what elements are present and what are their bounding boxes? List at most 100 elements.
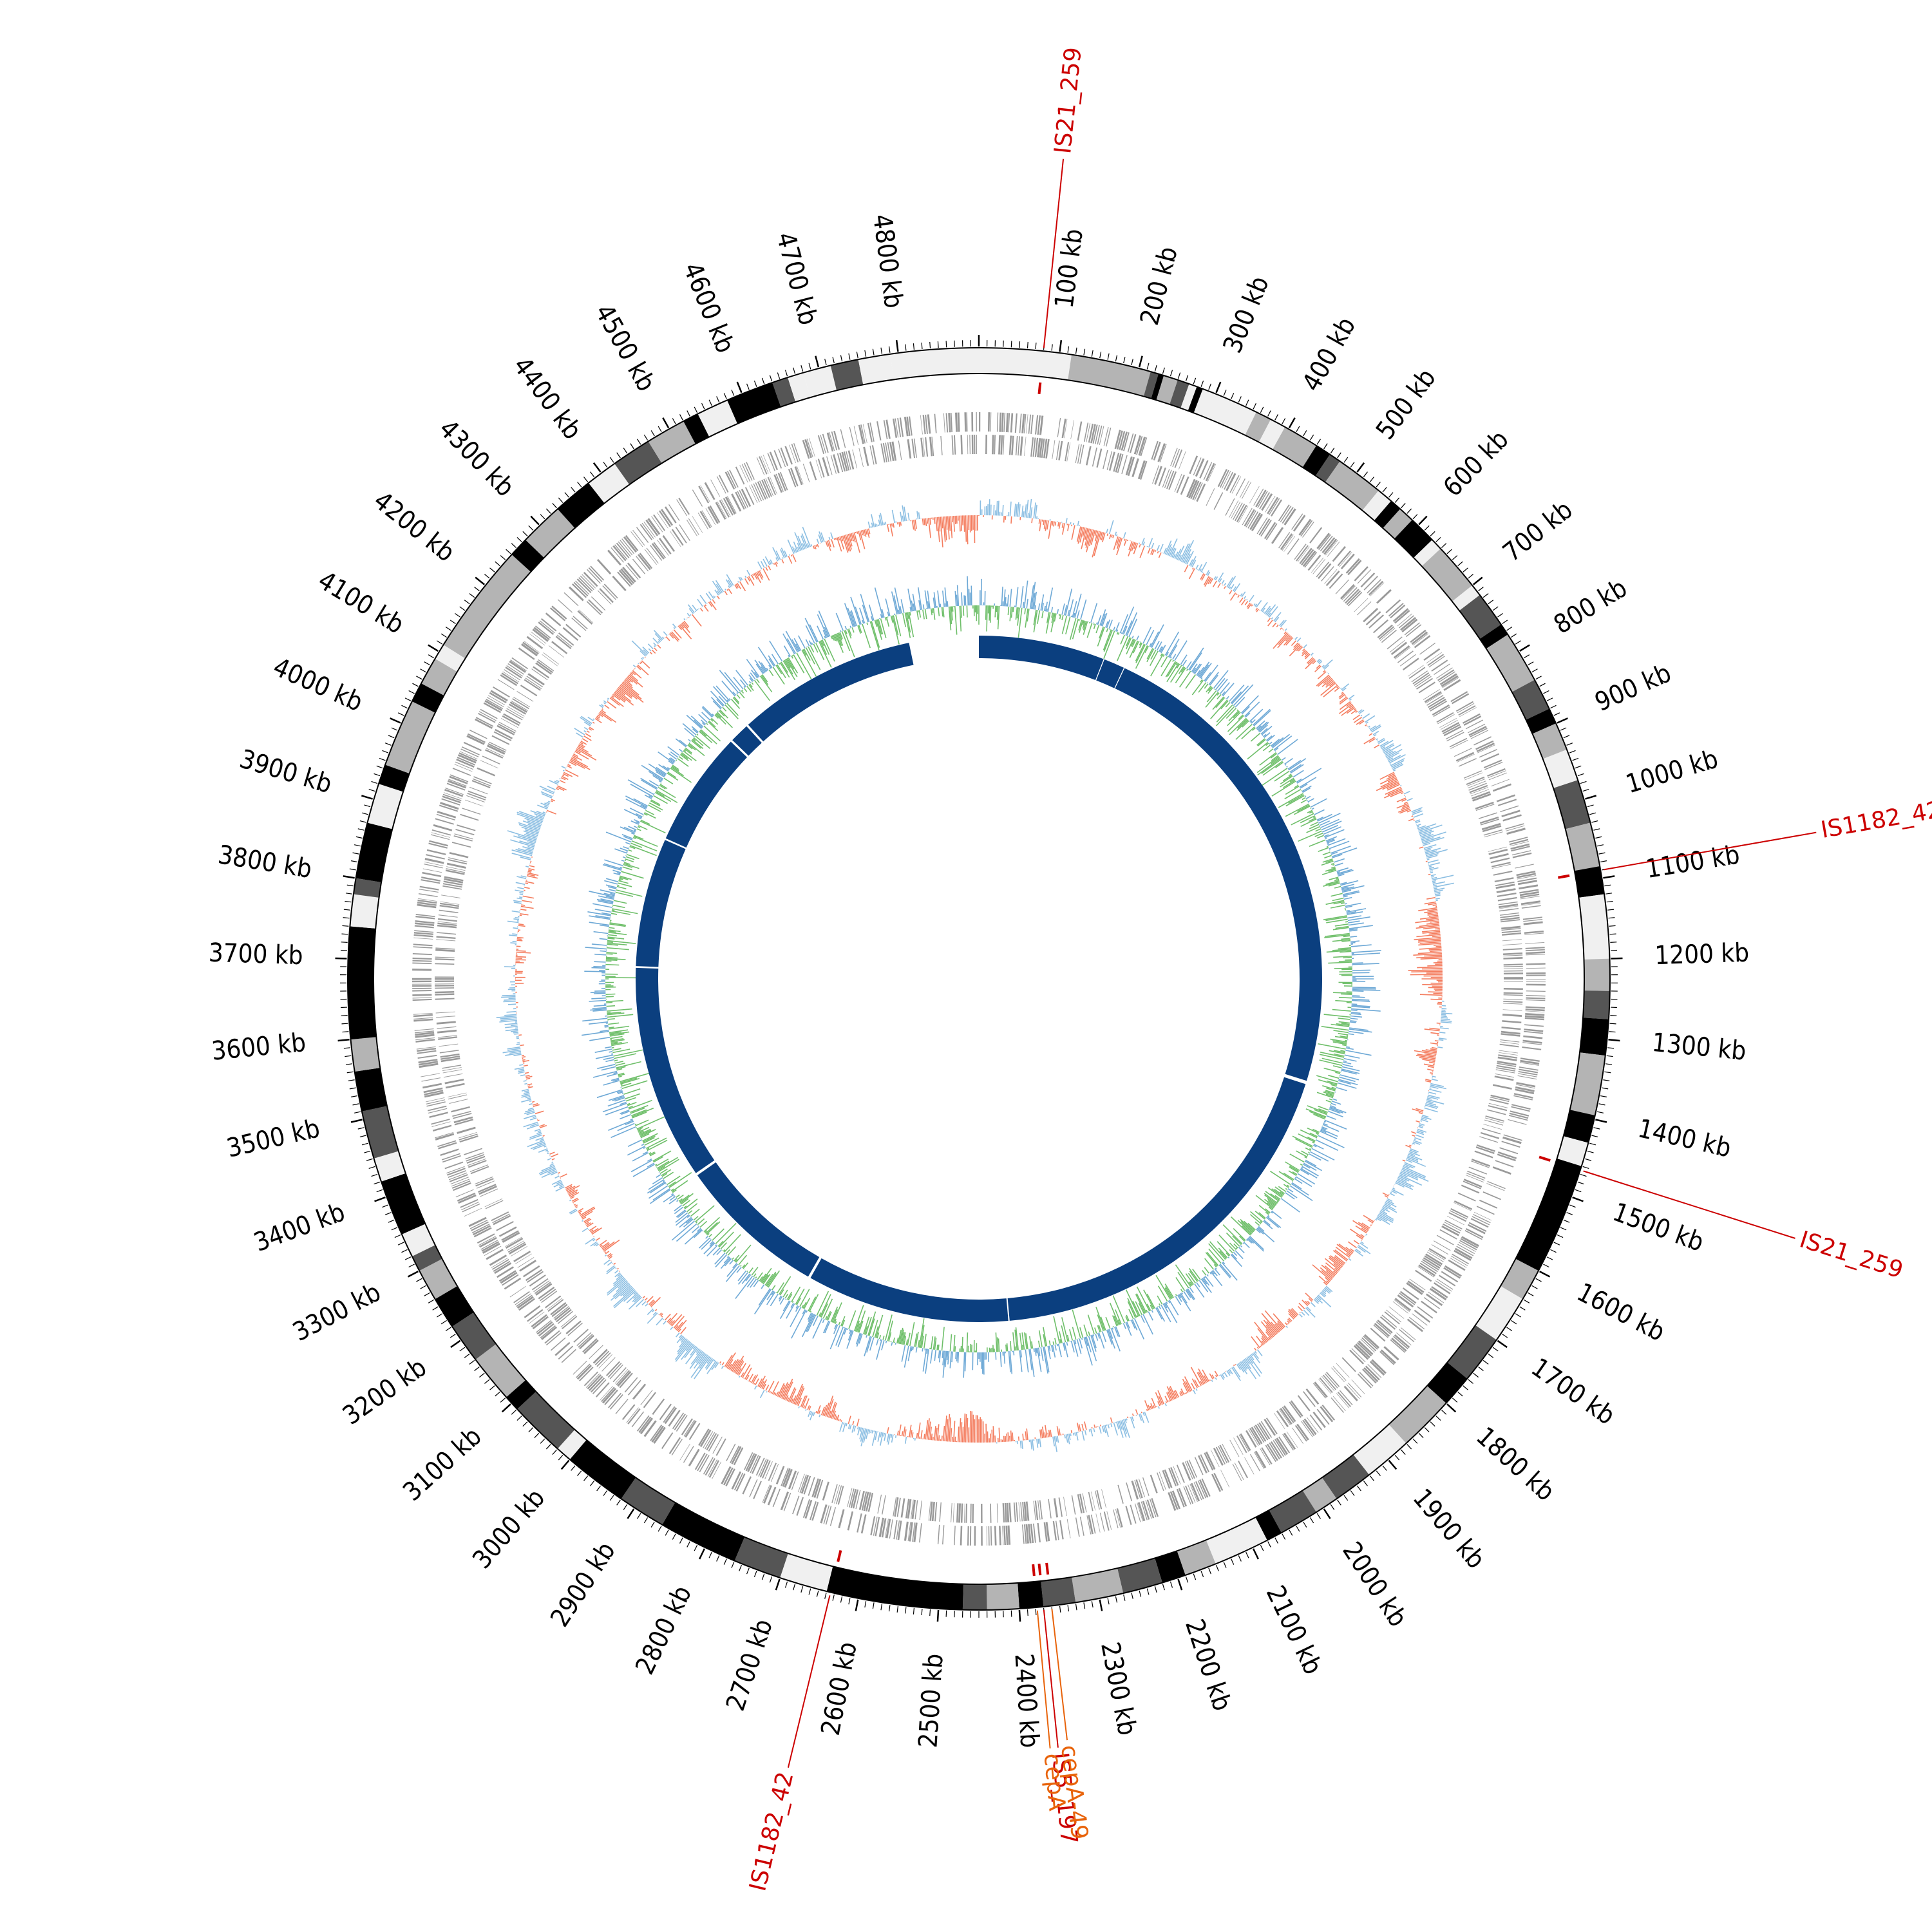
- minor-tick: [1605, 1063, 1613, 1065]
- minor-tick: [1010, 341, 1012, 348]
- minor-tick: [474, 587, 480, 592]
- tick-label-1100: 1100 kb: [1644, 840, 1742, 884]
- minor-tick: [1131, 1592, 1133, 1599]
- feature-label: IS21_259: [1796, 1226, 1906, 1283]
- minor-tick: [679, 1537, 683, 1544]
- minor-tick: [1059, 1605, 1061, 1613]
- minor-tick: [500, 1397, 506, 1403]
- minor-tick: [840, 1596, 843, 1603]
- tick-label-700: 700 kb: [1497, 495, 1578, 568]
- minor-tick: [1593, 828, 1600, 831]
- minor-tick: [1609, 1023, 1616, 1025]
- minor-tick: [723, 1558, 727, 1565]
- minor-tick: [1560, 1227, 1567, 1231]
- minor-tick: [808, 1588, 811, 1595]
- tick-label-800: 800 kb: [1549, 573, 1633, 640]
- mobile-mark: [1032, 1564, 1036, 1577]
- ideogram-ring: [347, 347, 1611, 1611]
- ideogram-segment-31: [1574, 866, 1605, 898]
- major-tick: [407, 1271, 419, 1278]
- gene-track: [412, 412, 1546, 1546]
- ideogram-segment-92: [557, 482, 605, 529]
- ideogram-segment-68: [475, 1344, 526, 1397]
- major-tick: [698, 1548, 706, 1560]
- ideogram-segment-55: [1041, 1577, 1076, 1607]
- minor-tick: [679, 414, 683, 421]
- major-tick: [560, 1459, 570, 1470]
- ideogram-segment-63: [621, 1477, 676, 1525]
- minor-tick: [1610, 942, 1617, 943]
- ideogram-segment-49: [1255, 1510, 1282, 1540]
- major-tick: [855, 1599, 859, 1611]
- minor-tick: [603, 1490, 608, 1496]
- ideogram-segment-5: [1170, 379, 1189, 408]
- minor-tick: [1289, 1530, 1293, 1536]
- minor-tick: [343, 909, 350, 911]
- minor-tick: [583, 477, 589, 482]
- minor-tick: [1424, 1427, 1430, 1433]
- minor-tick: [1223, 1562, 1227, 1568]
- synteny-block-2: [1115, 668, 1322, 1081]
- mobile-mark: [1037, 382, 1042, 395]
- major-tick: [1472, 576, 1483, 585]
- minor-tick: [1563, 735, 1570, 739]
- gene-strand-forward: [412, 412, 1546, 1546]
- major-tick: [1288, 417, 1296, 428]
- minor-tick: [864, 350, 867, 357]
- major-tick: [1356, 462, 1365, 473]
- minor-tick: [1323, 443, 1328, 450]
- major-tick: [1215, 381, 1222, 393]
- minor-tick: [1316, 1513, 1321, 1519]
- minor-tick: [658, 1526, 662, 1532]
- position-ticks: [335, 335, 1623, 1622]
- minor-tick: [1075, 1604, 1077, 1611]
- minor-tick: [731, 1562, 735, 1568]
- minor-tick: [349, 1087, 356, 1090]
- ideogram-segment-40: [1501, 1258, 1539, 1300]
- minor-tick: [1406, 1444, 1412, 1450]
- ideogram-segment-102: [830, 359, 864, 391]
- minor-tick: [1546, 697, 1553, 701]
- minor-tick: [1600, 860, 1607, 863]
- minor-tick: [408, 1264, 415, 1268]
- ideogram-segment-88: [435, 645, 466, 672]
- minor-tick: [1587, 1150, 1594, 1153]
- tick-label-3800: 3800 kb: [216, 840, 314, 884]
- gc-content-above: [582, 576, 1381, 1378]
- ideogram-segment-67: [506, 1379, 536, 1410]
- minor-tick: [913, 343, 915, 350]
- synteny-block-3: [1007, 1077, 1306, 1321]
- tick-label-2000: 2000 kb: [1336, 1537, 1413, 1632]
- ideogram-segment-95: [648, 421, 696, 464]
- ideogram-segment-70: [435, 1285, 474, 1327]
- minor-tick: [1267, 1541, 1271, 1548]
- minor-tick: [366, 1158, 373, 1161]
- minor-tick: [731, 390, 735, 396]
- minor-tick: [1600, 1095, 1607, 1097]
- minor-tick: [357, 1127, 365, 1130]
- minor-tick: [1546, 1256, 1553, 1260]
- minor-tick: [345, 900, 352, 903]
- tick-label-1300: 1300 kb: [1651, 1028, 1747, 1066]
- minor-tick: [832, 357, 835, 364]
- synteny-block-6: [635, 967, 715, 1173]
- major-tick: [592, 462, 601, 473]
- minor-tick: [590, 471, 595, 477]
- minor-tick: [1412, 514, 1418, 520]
- minor-tick: [1154, 365, 1157, 372]
- mobile-mark: [1539, 1155, 1551, 1162]
- minor-tick: [1131, 359, 1133, 366]
- ideogram-segment-59: [826, 1566, 963, 1610]
- minor-tick: [1177, 372, 1181, 379]
- tick-label-900: 900 kb: [1591, 658, 1676, 717]
- tick-label-4600: 4600 kb: [677, 258, 740, 357]
- ideogram-segment-24: [1486, 634, 1535, 692]
- minor-tick: [1523, 1299, 1530, 1303]
- ideogram-segment-46: [1321, 1454, 1370, 1499]
- minor-tick: [1418, 1433, 1424, 1439]
- minor-tick: [352, 852, 359, 855]
- minor-tick: [391, 727, 398, 731]
- minor-tick: [723, 393, 727, 399]
- minor-tick: [800, 365, 804, 372]
- minor-tick: [1356, 1485, 1361, 1492]
